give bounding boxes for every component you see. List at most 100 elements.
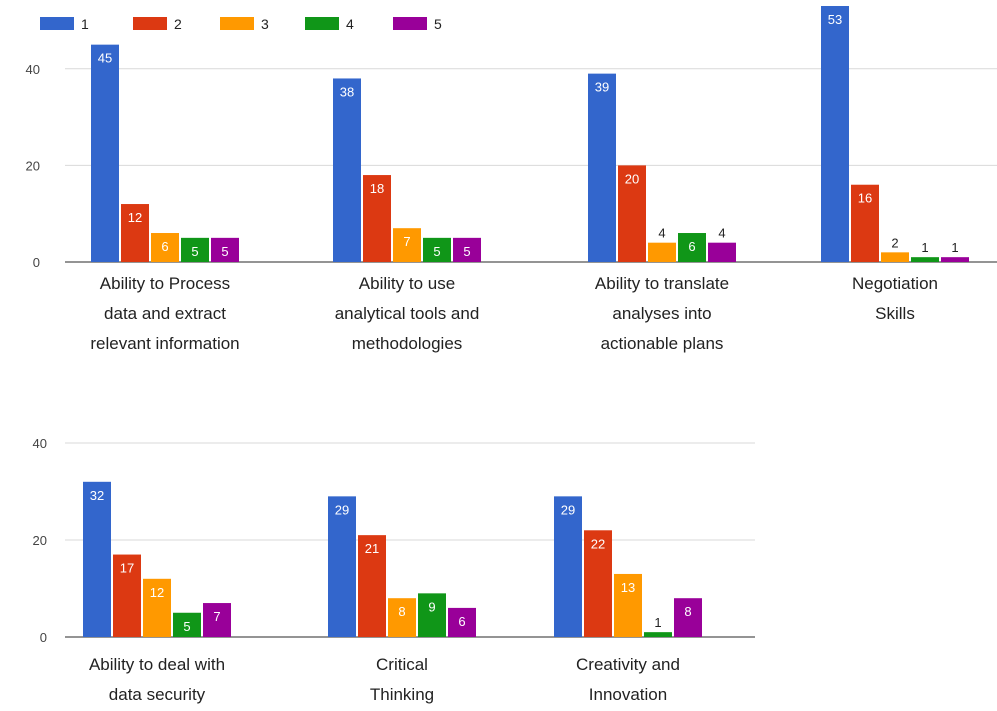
bar-cat3-s3: [648, 242, 676, 262]
category-label-4-line-1: Negotiation: [852, 274, 938, 293]
category-label-1: Ability to Process data and extract releva…: [90, 274, 239, 353]
bar-cat1-s4: [181, 237, 209, 262]
data-label-cat4-s5: 1: [951, 240, 958, 255]
data-label-cat4-s1: 53: [828, 12, 842, 27]
y-tick-2-40: 40: [33, 436, 47, 451]
legend-swatch-2: [133, 17, 167, 30]
category-label-7-line-1: Creativity and: [576, 655, 680, 674]
bar-cat7-s2: [584, 530, 612, 637]
bar-cat5-s5: [203, 603, 231, 637]
category-label-5-line-2: data security: [109, 685, 206, 704]
category-label-3-line-3: actionable plans: [601, 334, 724, 353]
category-label-3-line-1: Ability to translate: [595, 274, 729, 293]
data-label-cat5-s3: 12: [150, 585, 164, 600]
bar-cat5-s1: [83, 481, 111, 637]
bar-cat4-s4: [911, 257, 939, 262]
data-label-cat3-s1: 39: [595, 80, 609, 95]
legend-swatch-3: [220, 17, 254, 30]
data-label-cat6-s3: 8: [398, 604, 405, 619]
bar-cat3-s2: [618, 165, 646, 262]
data-label-cat2-s3: 7: [403, 234, 410, 249]
bar-cat6-s3: [388, 598, 416, 637]
y-tick-2-0: 0: [40, 630, 47, 645]
data-label-cat6-s5: 6: [458, 614, 465, 629]
bar-cat3-s4: [678, 233, 706, 262]
bar-cat4-s1: [821, 6, 849, 263]
data-label-cat1-s2: 12: [128, 210, 142, 225]
category-label-5-line-1: Ability to deal with: [89, 655, 225, 674]
data-label-cat2-s2: 18: [370, 181, 384, 196]
data-label-cat4-s4: 1: [921, 240, 928, 255]
category-label-7-line-2: Innovation: [589, 685, 667, 704]
data-label-cat5-s2: 17: [120, 561, 134, 576]
category-label-6: Critical Thinking: [370, 655, 434, 704]
bar-cat6-s5: [448, 607, 476, 637]
category-label-1-line-1: Ability to Process: [100, 274, 230, 293]
data-label-cat3-s2: 20: [625, 171, 639, 186]
data-label-cat1-s3: 6: [161, 239, 168, 254]
data-label-cat2-s5: 5: [463, 244, 470, 259]
data-label-cat1-s5: 5: [221, 244, 228, 259]
bar-cat4-s2: [851, 184, 879, 262]
bar-cat1-s5: [211, 237, 239, 262]
data-label-cat4-s2: 16: [858, 191, 872, 206]
category-label-4-line-2: Skills: [875, 304, 915, 323]
y-tick-1-40: 40: [26, 62, 40, 77]
bar-cat4-s3: [881, 252, 909, 262]
category-label-6-line-2: Thinking: [370, 685, 434, 704]
legend-swatch-5: [393, 17, 427, 30]
bar-cat7-s1: [554, 496, 582, 637]
category-label-7: Creativity and Innovation: [576, 655, 680, 704]
bar-cat7-s4: [644, 632, 672, 637]
data-label-cat7-s4: 1: [654, 615, 661, 630]
category-label-4: Negotiation Skills: [852, 274, 938, 323]
data-label-cat2-s4: 5: [433, 244, 440, 259]
bar-cat7-s3: [614, 573, 642, 637]
data-label-cat1-s1: 45: [98, 51, 112, 66]
data-label-cat7-s5: 8: [684, 604, 691, 619]
data-label-cat7-s3: 13: [621, 580, 635, 595]
bar-cat2-s1: [333, 78, 361, 263]
data-label-cat5-s1: 32: [90, 488, 104, 503]
category-label-5: Ability to deal with data security: [89, 655, 225, 704]
data-label-cat6-s2: 21: [365, 541, 379, 556]
bar-cat1-s1: [91, 44, 119, 263]
legend-swatch-1: [40, 17, 74, 30]
bar-cat1-s3: [151, 233, 179, 262]
data-label-cat5-s5: 7: [213, 609, 220, 624]
bar-cat5-s3: [143, 578, 171, 637]
data-label-cat3-s4: 6: [688, 239, 695, 254]
bar-cat3-s5: [708, 242, 736, 262]
bar-cat1-s2: [121, 204, 149, 262]
data-label-cat6-s1: 29: [335, 502, 349, 517]
legend-label-4: 4: [346, 16, 354, 32]
legend-label-5: 5: [434, 16, 442, 32]
category-label-2-line-1: Ability to use: [359, 274, 455, 293]
data-label-cat6-s4: 9: [428, 599, 435, 614]
bar-cat3-s1: [588, 73, 616, 262]
category-label-1-line-3: relevant information: [90, 334, 239, 353]
data-label-cat5-s4: 5: [183, 619, 190, 634]
bar-cat5-s2: [113, 554, 141, 637]
bar-cat6-s2: [358, 535, 386, 637]
y-tick-2-20: 20: [33, 533, 47, 548]
bar-cat5-s4: [173, 612, 201, 637]
y-tick-1-0: 0: [33, 255, 40, 270]
bar-cat2-s5: [453, 237, 481, 262]
data-label-cat2-s1: 38: [340, 84, 354, 99]
bar-cat6-s4: [418, 593, 446, 637]
bar-cat2-s3: [393, 228, 421, 262]
legend-swatch-4: [305, 17, 339, 30]
bar-cat2-s4: [423, 237, 451, 262]
legend-label-2: 2: [174, 16, 182, 32]
category-label-2-line-3: methodologies: [352, 334, 463, 353]
data-label-cat7-s1: 29: [561, 502, 575, 517]
data-label-cat7-s2: 22: [591, 536, 605, 551]
category-label-2: Ability to use analytical tools and method…: [335, 274, 480, 353]
data-label-cat1-s4: 5: [191, 244, 198, 259]
category-label-6-line-1: Critical: [376, 655, 428, 674]
category-label-3: Ability to translate analyses into actiona…: [595, 274, 729, 353]
data-label-cat3-s5: 4: [718, 226, 725, 241]
bar-cat6-s1: [328, 496, 356, 637]
